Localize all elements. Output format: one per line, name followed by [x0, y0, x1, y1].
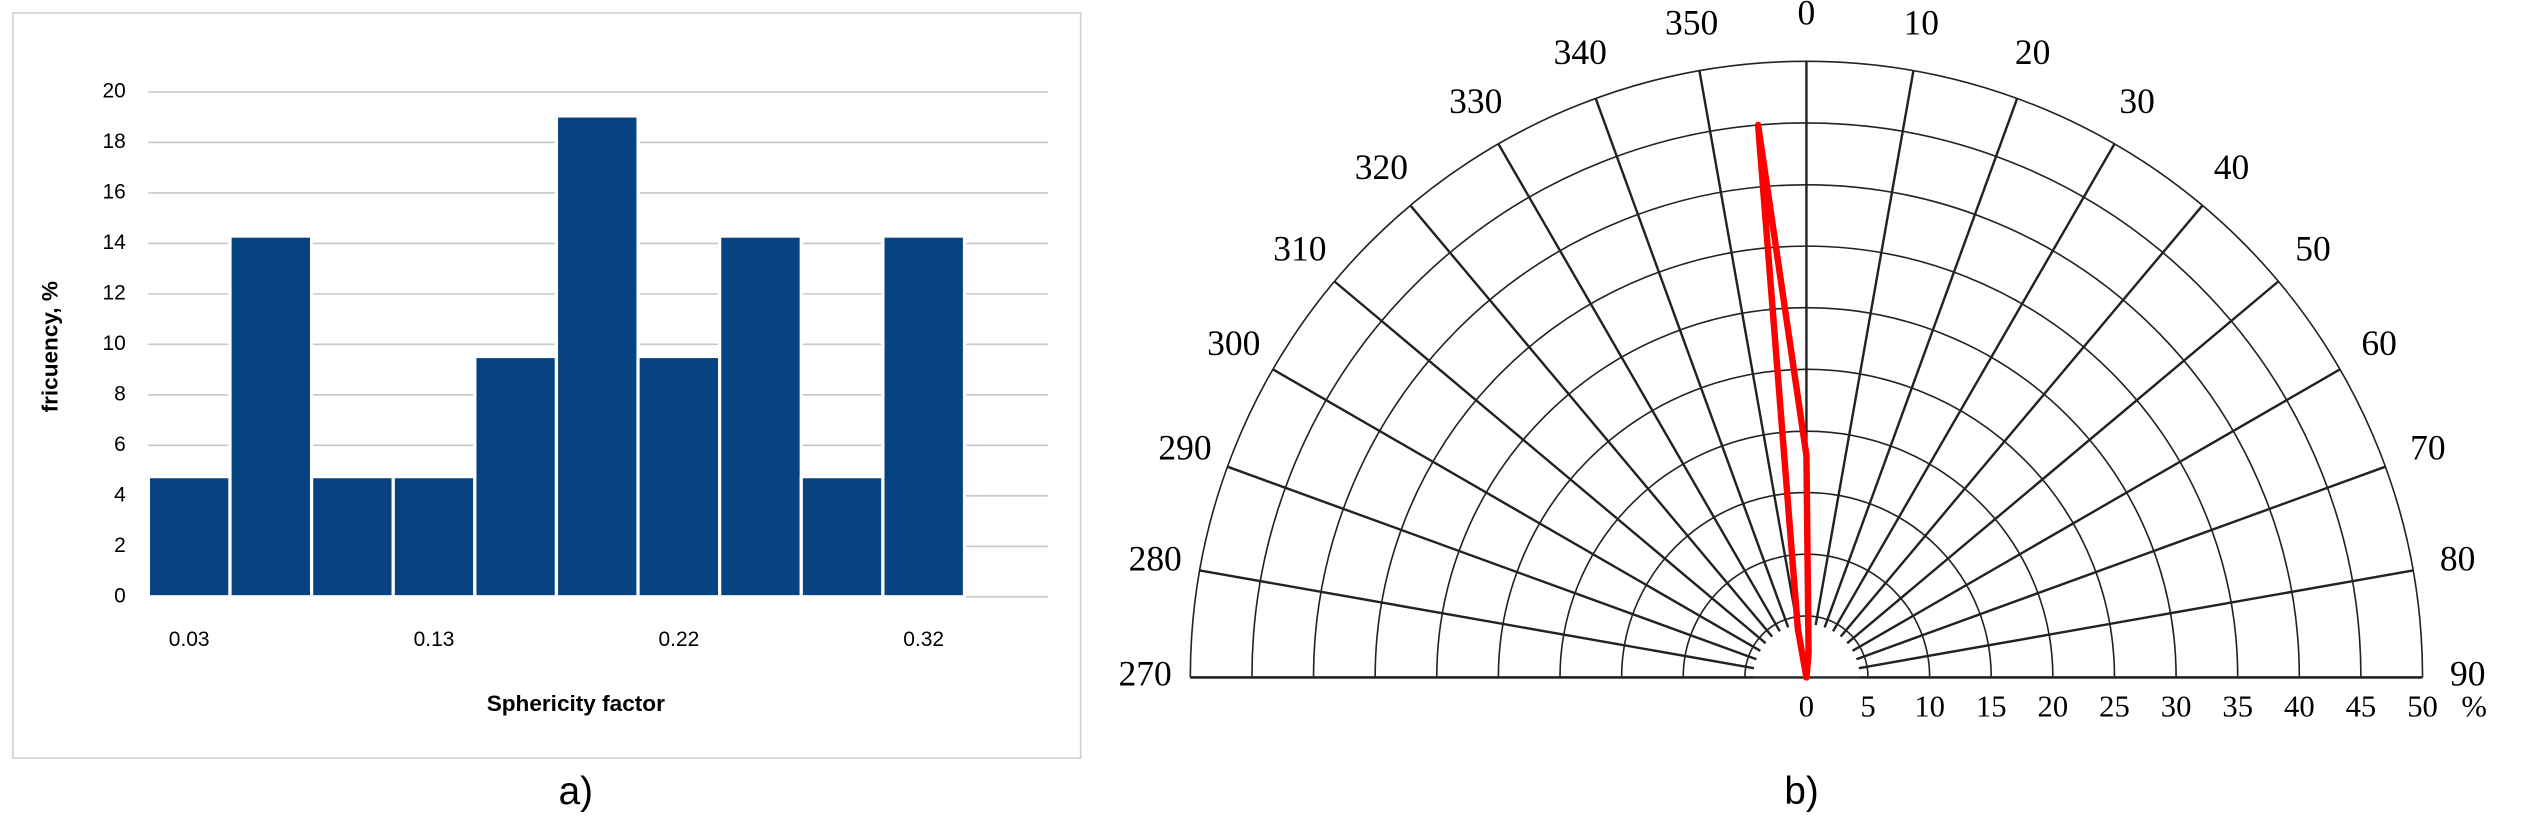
- theta-tick-label: 10: [1904, 2, 1939, 42]
- bar: [391, 475, 477, 599]
- theta-tick-label: 280: [1129, 539, 1182, 579]
- spoke: [1199, 569, 1755, 670]
- y-tick-label: 8: [114, 382, 126, 405]
- spoke: [1823, 98, 2019, 628]
- spoke: [1698, 70, 1799, 626]
- r-tick-label: 30: [2161, 690, 2192, 724]
- spoke: [1851, 368, 2341, 652]
- spoke: [1814, 70, 1915, 626]
- r-tick-label: 25: [2099, 690, 2130, 724]
- y-tick-label: 12: [102, 281, 125, 304]
- theta-tick-label: 300: [1207, 323, 1260, 363]
- bar: [881, 234, 967, 599]
- spoke: [1846, 280, 2280, 645]
- y-tick-label: 6: [114, 433, 126, 456]
- spoke: [1409, 204, 1774, 638]
- bar: [473, 354, 559, 599]
- caption: a): [559, 770, 593, 813]
- bar: [228, 234, 314, 599]
- r-tick-label: 40: [2284, 690, 2315, 724]
- theta-tick-label: 290: [1158, 427, 1211, 467]
- r-tick-label: 50: [2407, 690, 2438, 724]
- theta-tick-label: 270: [1119, 654, 1172, 694]
- theta-tick-label: 40: [2214, 147, 2249, 187]
- spoke: [1594, 98, 1790, 628]
- y-tick-label: 10: [102, 332, 125, 355]
- theta-tick-label: 340: [1554, 32, 1607, 72]
- r-unit: %: [2461, 690, 2487, 724]
- y-tick-label: 0: [114, 584, 126, 607]
- bar: [309, 475, 395, 599]
- r-tick-label: 20: [2038, 690, 2069, 724]
- theta-tick-label: 60: [2361, 323, 2396, 363]
- spoke: [1856, 465, 2386, 661]
- theta-tick-label: 350: [1665, 2, 1718, 42]
- y-tick-label: 2: [114, 534, 126, 557]
- r-tick-label: 0: [1799, 690, 1814, 724]
- x-tick-label: 0.32: [903, 628, 944, 651]
- x-tick-label: 0.22: [658, 628, 699, 651]
- r-tick-label: 35: [2222, 690, 2253, 724]
- bar: [636, 354, 722, 599]
- theta-tick-label: 0: [1798, 0, 1816, 32]
- theta-tick-label: 330: [1449, 81, 1502, 121]
- r-tick-label: 5: [1860, 690, 1875, 724]
- x-tick-label: 0.13: [414, 628, 455, 651]
- theta-tick-label: 80: [2440, 539, 2475, 579]
- y-tick-label: 16: [102, 180, 125, 203]
- radar-line: [1754, 121, 1812, 681]
- theta-tick-label: 70: [2410, 427, 2445, 467]
- spoke: [1497, 143, 1781, 632]
- bar: [146, 475, 232, 599]
- theta-tick-label: 310: [1273, 228, 1326, 268]
- bar: [718, 234, 803, 599]
- y-tick-label: 18: [102, 130, 125, 153]
- caption: b): [1784, 770, 1818, 813]
- y-tick-label: 4: [114, 483, 126, 506]
- y-tick-label: 20: [102, 79, 125, 102]
- theta-tick-label: 20: [2015, 32, 2050, 72]
- spoke: [1333, 280, 1767, 645]
- spoke: [1858, 569, 2414, 670]
- theta-tick-label: 90: [2450, 654, 2485, 694]
- spoke: [1227, 465, 1757, 661]
- r-tick-label: 10: [1914, 690, 1945, 724]
- x-tick-label: 0.03: [169, 628, 210, 651]
- y-axis-label: fricuency, %: [38, 281, 63, 412]
- r-tick-label: 45: [2346, 690, 2377, 724]
- bar: [799, 475, 885, 599]
- bar: [554, 114, 640, 599]
- r-tick-label: 15: [1976, 690, 2007, 724]
- spoke: [1272, 368, 1761, 652]
- x-axis-label: Sphericity factor: [487, 691, 665, 716]
- theta-tick-label: 320: [1355, 147, 1408, 187]
- spoke: [1839, 204, 2204, 638]
- theta-tick-label: 30: [2119, 81, 2154, 121]
- spoke: [1831, 143, 2116, 632]
- theta-tick-label: 50: [2295, 228, 2330, 268]
- y-tick-label: 14: [102, 231, 126, 254]
